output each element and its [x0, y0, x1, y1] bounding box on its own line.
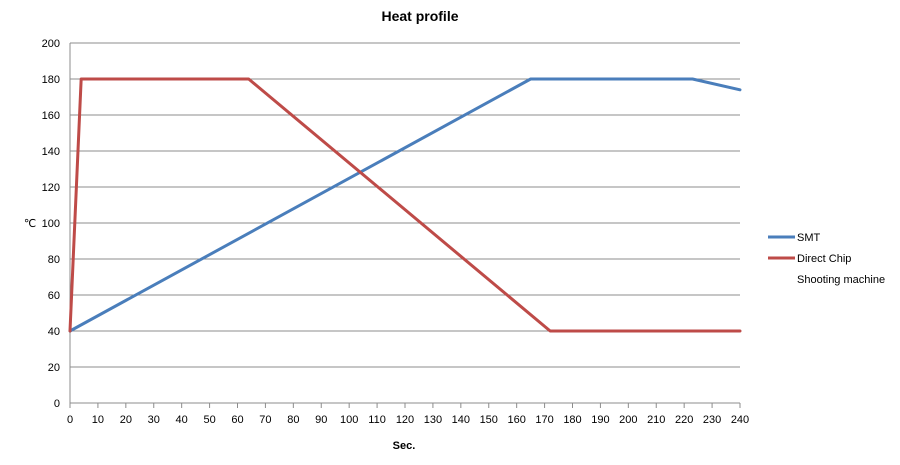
x-tick-label: 80 [287, 414, 299, 426]
legend-item-direct-chip-shooting-machine: Direct Chip Shooting machine [768, 253, 885, 286]
x-tick-label: 50 [203, 414, 215, 426]
y-tick-label: 40 [48, 326, 60, 338]
x-tick-label: 220 [675, 414, 693, 426]
x-tick-label: 210 [647, 414, 665, 426]
y-tick-label: 100 [42, 218, 60, 230]
chart-title: Heat profile [381, 8, 458, 24]
x-tick-label: 240 [731, 414, 749, 426]
x-tick-label: 200 [619, 414, 637, 426]
y-tick-label: 0 [54, 398, 60, 410]
x-tick-label: 0 [67, 414, 73, 426]
x-tick-label: 40 [176, 414, 188, 426]
x-tick-labels: 0 10 20 30 40 50 60 70 80 90 100 110 120 130 140 150 160… [67, 414, 749, 426]
y-tick-label: 20 [48, 362, 60, 374]
x-tick-label: 90 [315, 414, 327, 426]
y-tick-labels: 0 20 40 60 80 100 120 140 160 180 200 [42, 38, 60, 410]
x-tick-label: 10 [92, 414, 104, 426]
x-tick-label: 230 [703, 414, 721, 426]
legend-label: Direct Chip [797, 253, 851, 265]
x-tick-label: 100 [340, 414, 358, 426]
legend-label: SMT [797, 232, 821, 244]
x-tick-label: 140 [452, 414, 470, 426]
x-tick-label: 170 [535, 414, 553, 426]
x-tick-label: 60 [231, 414, 243, 426]
x-tick-label: 70 [259, 414, 271, 426]
grid [70, 42, 740, 368]
x-tick-label: 190 [591, 414, 609, 426]
series-line-smt [68, 77, 742, 333]
legend: SMT Direct Chip Shooting machine [768, 232, 885, 286]
x-tick-label: 110 [368, 414, 386, 426]
x-axis-label: Sec. [393, 440, 416, 452]
axes [69, 43, 741, 408]
x-tick-label: 150 [480, 414, 498, 426]
y-tick-label: 140 [42, 146, 60, 158]
series-line-direct-chip-shooting-machine [68, 77, 742, 333]
y-tick-label: 80 [48, 254, 60, 266]
y-tick-label: 180 [42, 74, 60, 86]
legend-label: Shooting machine [797, 274, 885, 286]
y-tick-label: 120 [42, 182, 60, 194]
x-tick-label: 180 [563, 414, 581, 426]
y-axis-label: ℃ [24, 218, 36, 230]
legend-item-smt: SMT [768, 232, 821, 244]
x-tick-label: 130 [424, 414, 442, 426]
x-tick-label: 120 [396, 414, 414, 426]
y-tick-label: 200 [42, 38, 60, 50]
y-tick-label: 60 [48, 290, 60, 302]
series [68, 77, 742, 333]
x-tick-label: 30 [148, 414, 160, 426]
y-tick-label: 160 [42, 110, 60, 122]
x-tick-label: 20 [120, 414, 132, 426]
x-tick-label: 160 [507, 414, 525, 426]
